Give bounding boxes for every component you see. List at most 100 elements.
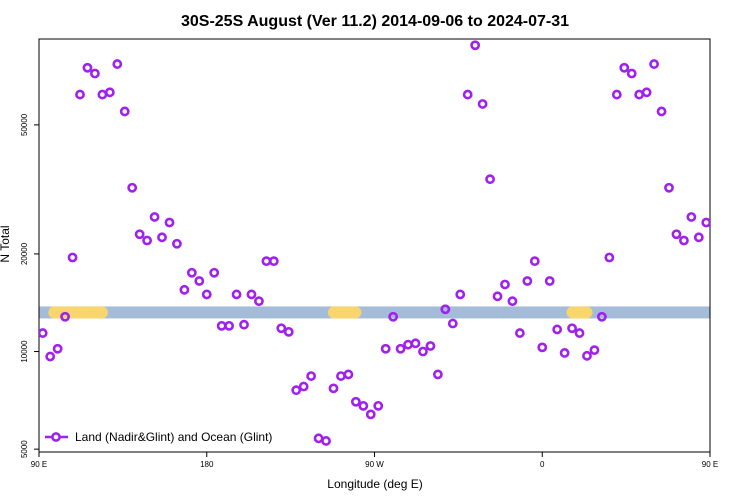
data-point [67,252,78,263]
data-point [701,217,710,228]
data-point [522,276,533,286]
data-point [224,320,235,331]
data-point [529,256,540,267]
data-point [492,291,503,302]
data-point [336,371,346,381]
data-point [216,320,227,331]
data-point [507,296,518,307]
data-point [254,296,264,307]
data-point [582,350,592,361]
data-point [306,371,317,381]
data-point [671,229,682,240]
y-axis-label: N Total [0,225,12,262]
data-point [611,89,622,100]
data-point [641,87,652,98]
data-point [52,343,63,354]
data-point [75,89,85,100]
data-point [664,182,674,193]
data-point [589,345,600,356]
band-highlight-cap [566,306,579,319]
data-point [410,338,421,349]
data-point [313,433,324,444]
data-point [350,396,361,407]
data-point [403,339,413,350]
y-tick-label: 50000 [20,113,29,136]
data-point [194,276,205,286]
data-point [201,289,212,300]
plot-frame [38,38,711,453]
data-point [447,318,458,329]
data-point [268,256,279,267]
data-point [418,346,428,357]
data-point [477,99,488,109]
data-point [39,328,48,338]
data-point [179,284,190,295]
data-point [693,232,704,243]
data-point [514,328,525,338]
data-point [559,348,570,358]
data-point [209,267,220,278]
data-point [112,59,123,69]
data-point [462,89,473,100]
data-point [328,383,339,394]
data-point [231,289,242,300]
data-point [261,256,272,267]
data-point [164,217,175,228]
data-point [649,59,659,69]
data-point [291,385,302,396]
band-segment [39,306,710,319]
data-point [127,182,138,193]
x-tick-label: 180 [200,460,214,469]
data-point [619,62,630,73]
legend-marker [51,432,61,442]
data-point [425,341,436,351]
data-point [283,326,294,337]
data-point [172,238,182,249]
data-point [626,68,637,79]
x-tick-label: 90 W [365,460,384,469]
data-point [365,409,376,420]
data-point [358,400,369,411]
data-point [544,276,555,286]
data-point [380,343,391,354]
data-point [485,174,495,185]
data-point [321,436,331,446]
data-point [45,351,56,362]
data-point [455,289,466,300]
data-point [343,369,354,380]
data-point [686,212,697,222]
data-point [60,311,70,322]
data-point [395,343,406,354]
data-point [134,229,145,240]
chart-title: 30S-25S August (Ver 11.2) 2014-09-06 to … [181,13,569,30]
data-point [470,40,481,51]
data-point [298,381,309,392]
data-point [596,311,607,322]
data-point [157,232,167,243]
data-point [656,106,667,117]
band-highlight-cap [48,306,61,319]
data-point [82,62,93,73]
data-point [440,304,451,315]
y-tick-label: 10000 [20,340,29,363]
data-point [142,235,153,246]
data-point [574,328,585,338]
band-highlight [333,306,356,319]
y-tick-label: 20000 [20,242,29,265]
data-point [246,289,257,300]
band-highlight [54,306,102,319]
data-point [104,87,115,98]
data-point [552,324,563,335]
x-tick-label: 90 E [702,460,718,469]
x-tick-label: 90 E [31,460,47,469]
x-axis-label: Longitude (deg E) [327,477,422,491]
data-point [149,212,160,222]
data-point [373,400,384,411]
data-point [679,235,689,246]
data-point [276,323,287,334]
data-point [432,369,443,380]
data-point [634,89,645,100]
data-point [90,68,100,79]
series-points [39,40,710,446]
data-point [119,106,130,117]
